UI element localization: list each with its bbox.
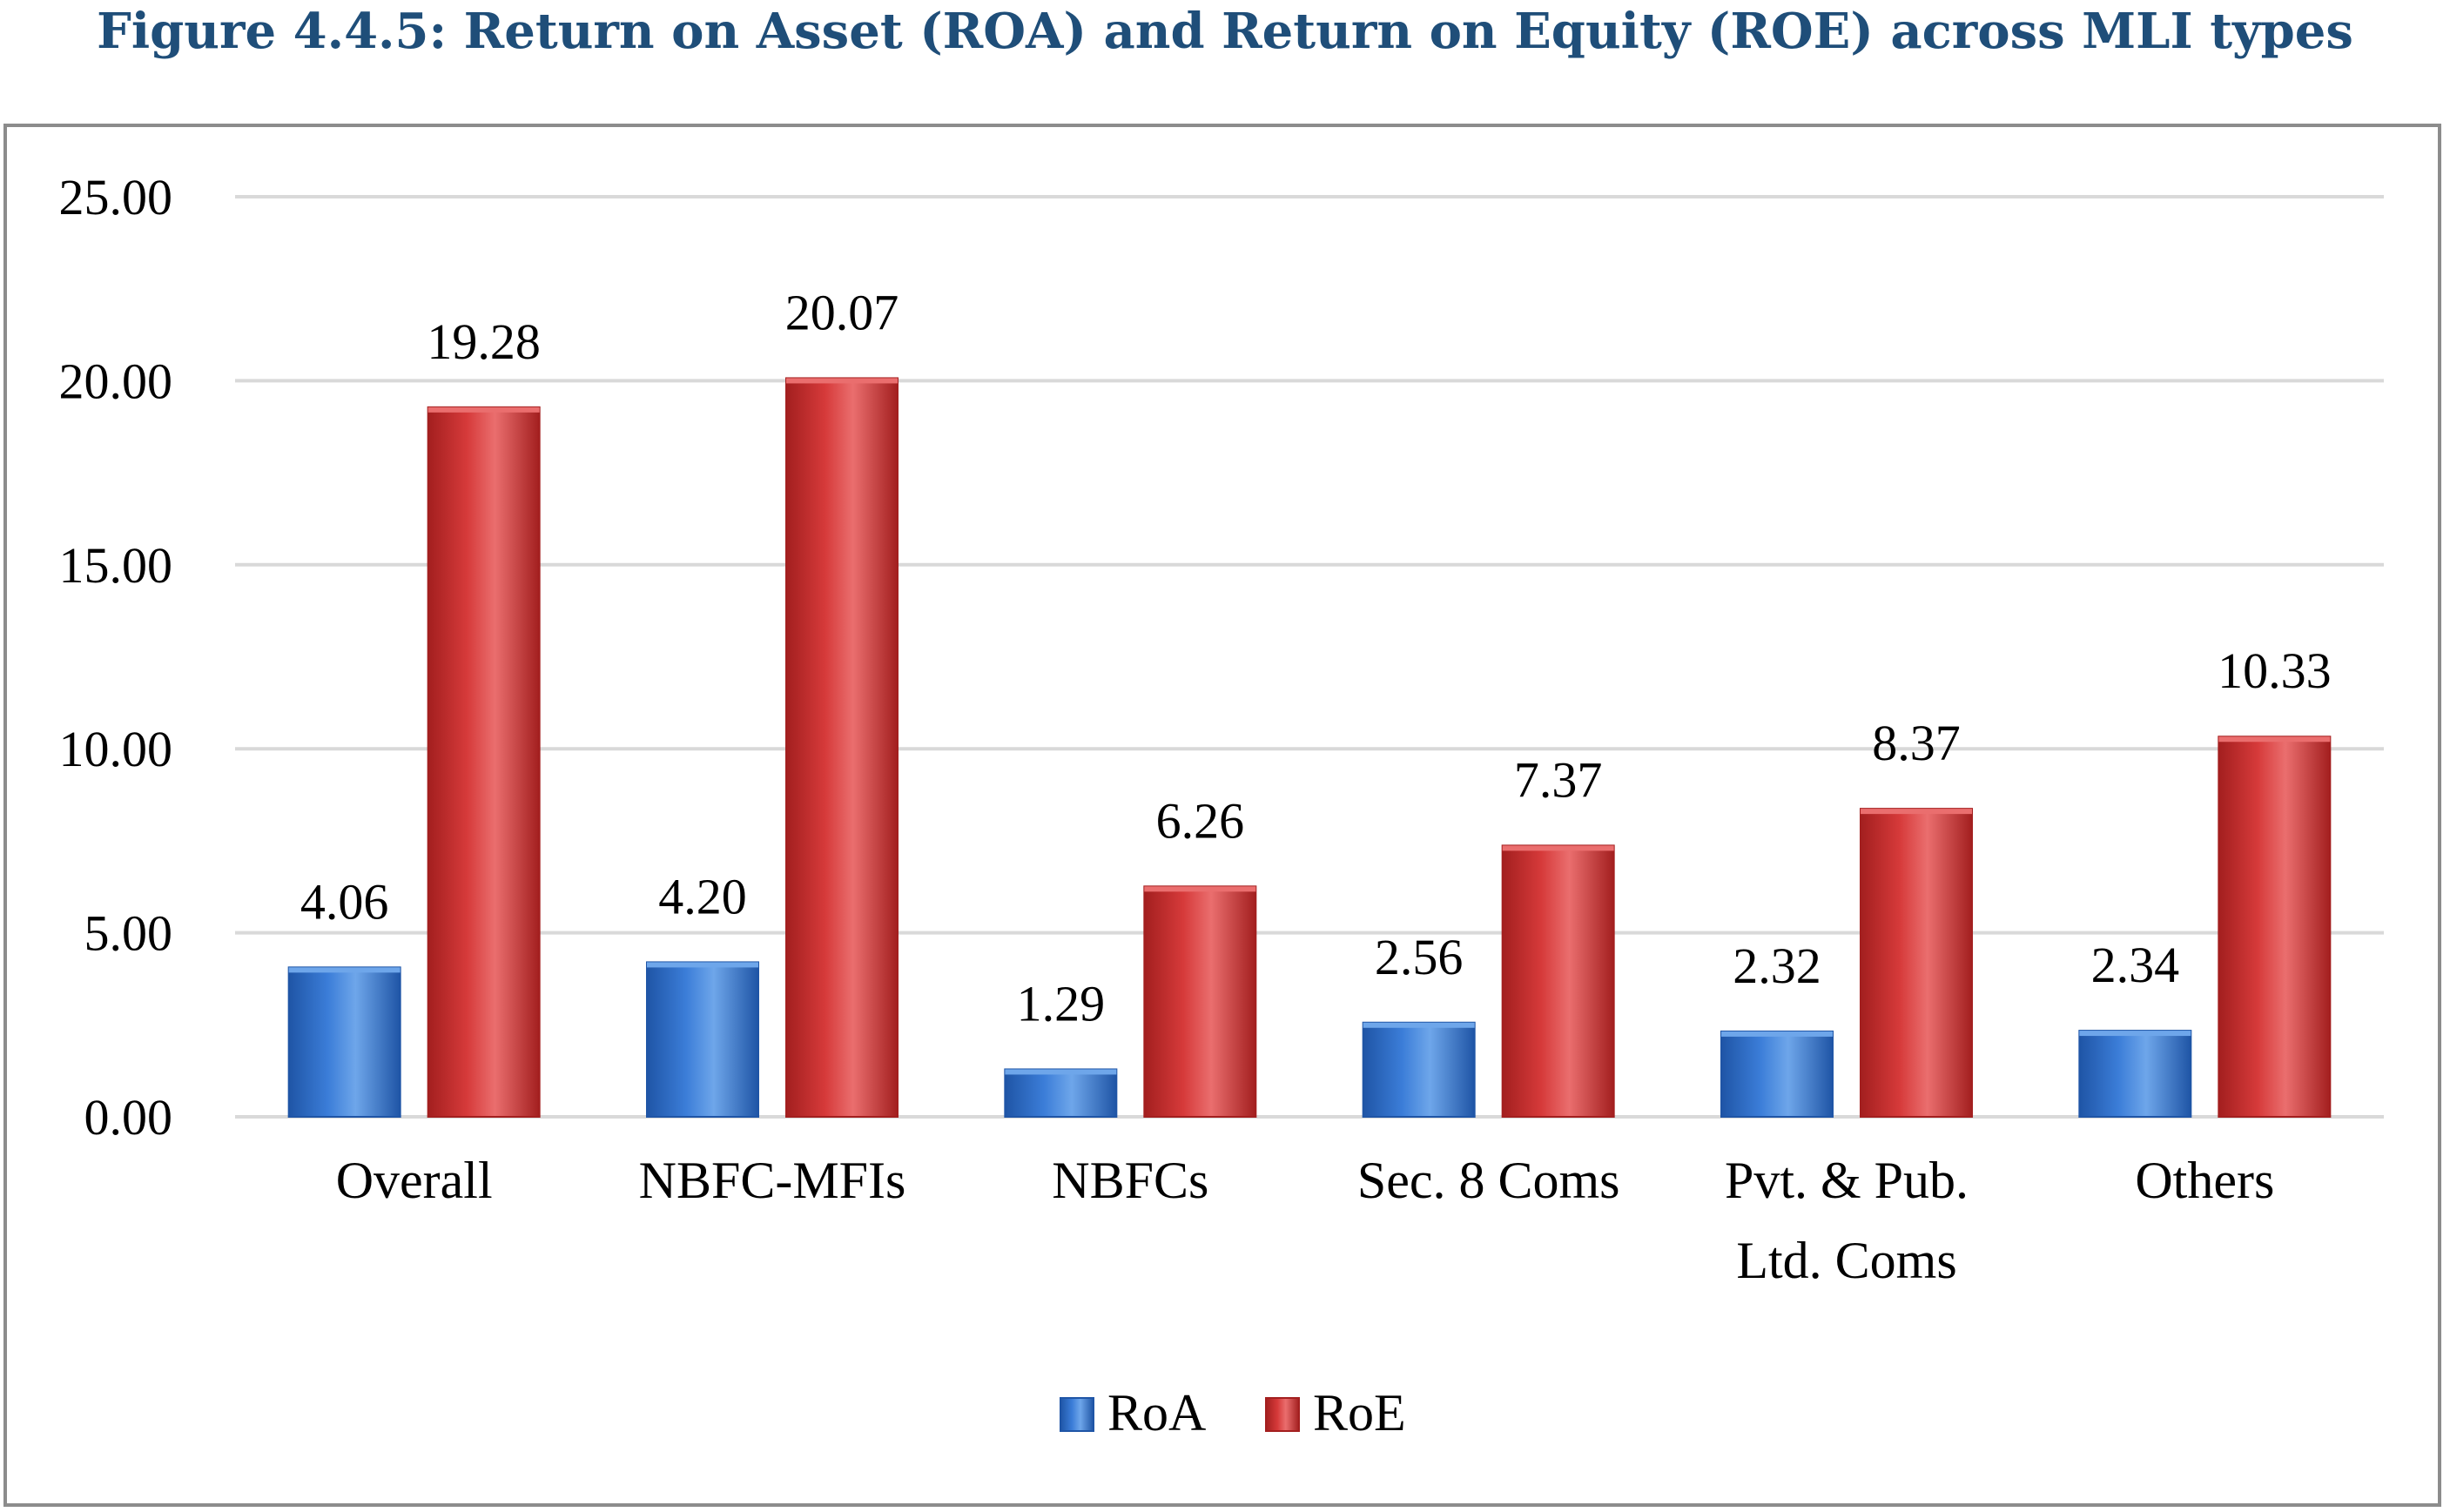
bar-roe: [1860, 808, 1973, 1118]
bar-top-highlight: [647, 962, 758, 968]
bar-top-highlight: [2079, 1031, 2191, 1037]
data-label-roe: 7.37: [1514, 751, 1603, 808]
category-label: Ltd. Coms: [1736, 1232, 1956, 1289]
legend-swatch-roe: [1265, 1397, 1300, 1432]
data-label-roe: 19.28: [427, 313, 541, 370]
bar-top-highlight: [427, 407, 540, 413]
y-tick-label: 15.00: [59, 537, 173, 594]
bar-roa: [1004, 1068, 1118, 1118]
bar-roa: [287, 966, 401, 1118]
bar-top-highlight: [1005, 1069, 1117, 1075]
x-axis-categories: Overall NBFC-MFIs NBFCs Sec. 8 Coms Pvt. & P…: [336, 1152, 2275, 1289]
data-label-roa: 4.20: [658, 868, 747, 924]
category-label: Others: [2135, 1152, 2274, 1209]
bar-roa: [646, 961, 759, 1119]
bar-roe: [2218, 736, 2332, 1119]
chart-frame: 0.00 5.00 10.00 15.00 20.00 25.00 4.06 19.28 4.…: [3, 124, 2441, 1507]
bar-top-highlight: [1502, 845, 1614, 851]
category-label: Overall: [336, 1152, 493, 1209]
bars: [287, 377, 2332, 1119]
y-tick-label: 25.00: [59, 169, 173, 225]
data-label-roe: 10.33: [2218, 642, 2332, 699]
bar-roa: [1720, 1030, 1834, 1118]
data-label-roa: 4.06: [300, 873, 389, 930]
legend-label-roe: RoE: [1313, 1384, 1406, 1441]
y-tick-label: 20.00: [59, 353, 173, 409]
data-label-roa: 1.29: [1017, 975, 1106, 1032]
bar-top-highlight: [1721, 1031, 1833, 1037]
y-axis-ticks: 0.00 5.00 10.00 15.00 20.00 25.00: [59, 169, 173, 1146]
figure-title: Figure 4.4.5: Return on Asset (ROA) and …: [97, 3, 2353, 60]
y-tick-label: 0.00: [84, 1089, 173, 1146]
bar-top-highlight: [1363, 1022, 1475, 1028]
category-label: NBFC-MFIs: [639, 1152, 906, 1209]
bar-top-highlight: [786, 378, 898, 384]
data-labels: 4.06 19.28 4.20 20.07 1.29 6.26 2.56 7.37 2.32 8.…: [300, 284, 2332, 1032]
bar-top-highlight: [1144, 886, 1256, 892]
bar-roe: [427, 406, 541, 1118]
category-label: NBFCs: [1052, 1152, 1208, 1209]
category-label: Sec. 8 Coms: [1357, 1152, 1620, 1209]
bar-roe: [785, 377, 899, 1118]
y-tick-label: 5.00: [84, 905, 173, 962]
legend: RoA RoE: [1060, 1384, 1406, 1441]
bar-roa: [1362, 1021, 1476, 1118]
bar-top-highlight: [288, 967, 400, 973]
legend-swatch-roa: [1060, 1397, 1094, 1432]
data-label-roa: 2.34: [2091, 937, 2180, 993]
category-label: Pvt. & Pub.: [1725, 1152, 1969, 1209]
data-label-roe: 8.37: [1872, 715, 1961, 771]
bar-roe: [1143, 885, 1257, 1118]
gridlines: [235, 195, 2384, 1119]
data-label-roe: 6.26: [1156, 792, 1245, 849]
data-label-roa: 2.32: [1733, 937, 1821, 994]
bar-top-highlight: [2218, 736, 2331, 743]
bar-roe: [1501, 844, 1615, 1119]
data-label-roa: 2.56: [1375, 929, 1464, 985]
bar-roa: [2078, 1030, 2192, 1119]
bar-top-highlight: [1861, 809, 1972, 815]
legend-label-roa: RoA: [1107, 1384, 1206, 1441]
y-tick-label: 10.00: [59, 721, 173, 777]
data-label-roe: 20.07: [785, 284, 899, 340]
